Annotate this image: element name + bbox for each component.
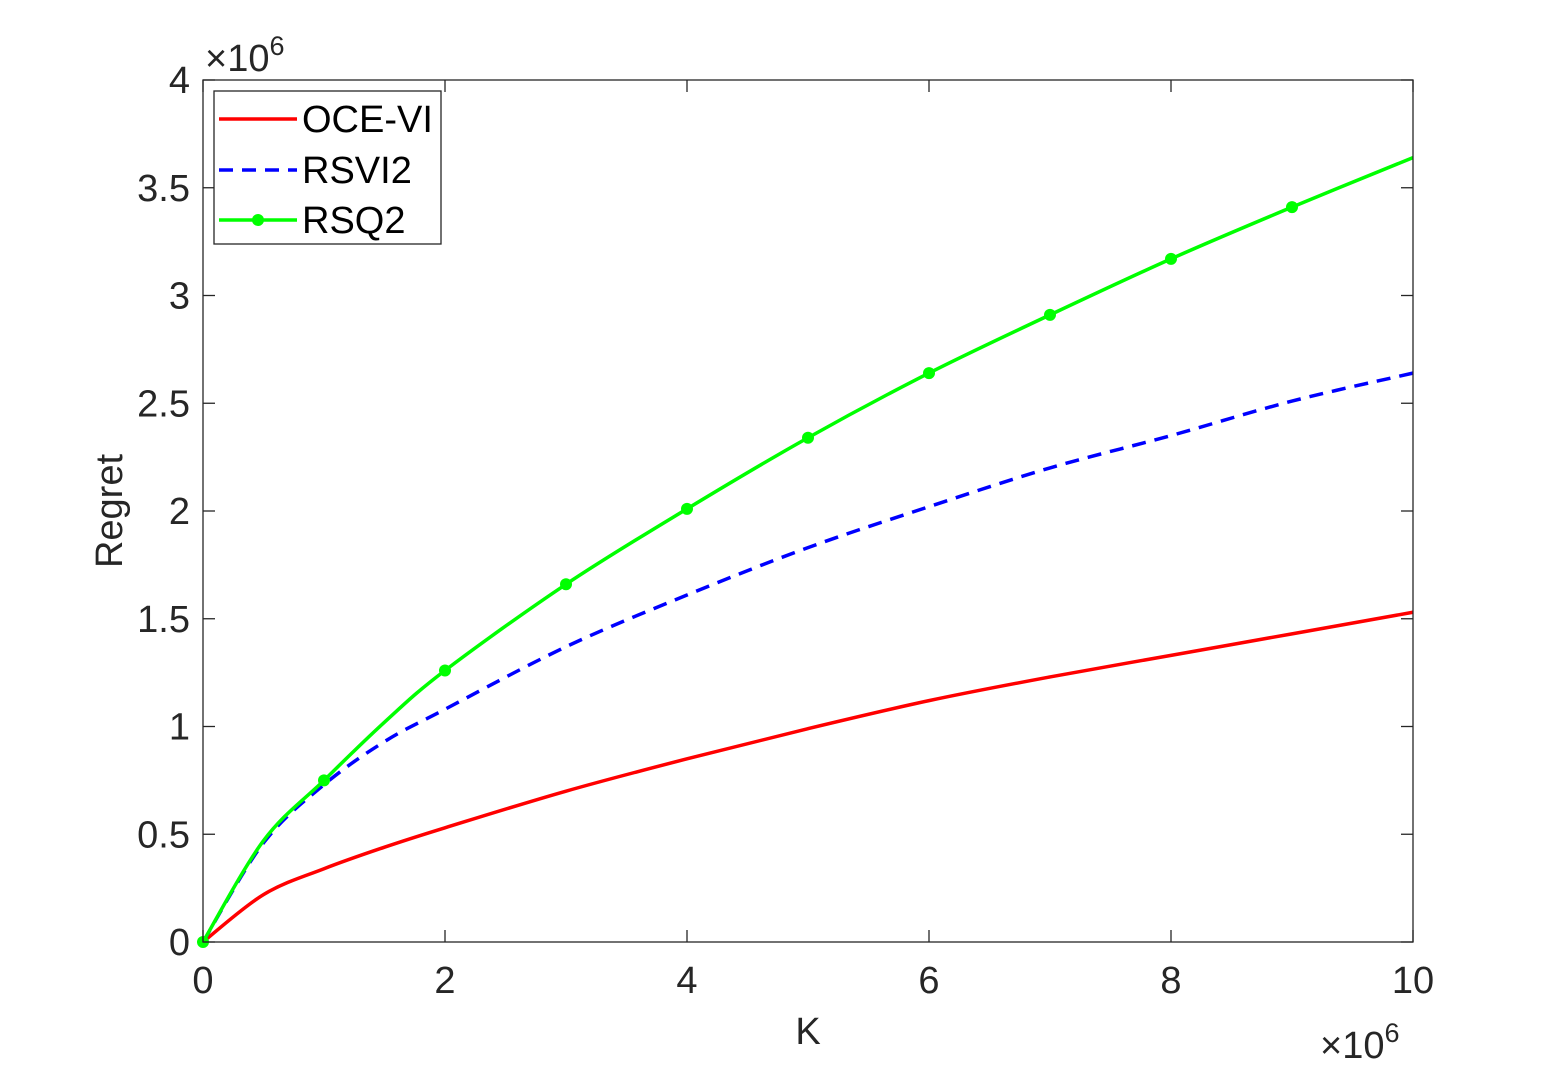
y-tick-label: 2.5 <box>137 383 190 425</box>
series-marker-rsq2 <box>923 367 935 380</box>
y-tick-label: 4 <box>169 60 190 102</box>
series-marker-rsq2 <box>1044 308 1056 321</box>
y-tick-label: 3 <box>169 276 190 318</box>
legend-label-oce-vi: OCE-VI <box>302 99 433 141</box>
y-tick-label: 2 <box>169 491 190 533</box>
series-marker-rsq2 <box>802 431 814 444</box>
y-tick-label: 1 <box>169 707 190 749</box>
y-tick-label: 0 <box>169 922 190 964</box>
series-marker-rsq2 <box>318 774 330 787</box>
legend-label-rsq2: RSQ2 <box>302 200 405 242</box>
plot-frame <box>202 79 1414 943</box>
y-axis-label: Regret <box>89 454 131 568</box>
x-tick-label: 4 <box>676 960 697 1002</box>
x-axis-label: K <box>795 1011 820 1053</box>
y-exponent-base: ×10 <box>205 38 269 80</box>
legend-marker-rsq2 <box>252 214 264 226</box>
x-tick-label: 10 <box>1392 960 1434 1002</box>
x-tick-label: 0 <box>192 960 213 1002</box>
x-tick-label: 8 <box>1160 960 1181 1002</box>
y-tick-label: 3.5 <box>137 168 190 210</box>
y-exponent-power: 6 <box>269 31 284 61</box>
x-exponent-base: ×10 <box>1320 1025 1384 1066</box>
x-tick-label: 2 <box>434 960 455 1002</box>
x-exponent-label: ×106 <box>1320 1018 1400 1066</box>
y-tick-label: 1.5 <box>137 599 190 641</box>
x-tick-label: 6 <box>918 960 939 1002</box>
x-exponent-power: 6 <box>1384 1018 1399 1048</box>
series-marker-rsq2 <box>1165 252 1177 265</box>
series-line-rsvi2 <box>201 371 1414 943</box>
legend-label-rsvi2: RSVI2 <box>302 150 412 192</box>
y-exponent-label: ×106 <box>205 31 285 80</box>
series-marker-rsq2 <box>1286 201 1298 214</box>
tick-label-layer: 0 2 4 6 8 10 0 0.5 1 1.5 2 2.5 3 3.5 4 <box>137 60 1434 1002</box>
series-line-oce-vi <box>201 610 1414 944</box>
series-layer <box>197 155 1414 948</box>
series-marker-rsq2 <box>439 664 451 677</box>
y-tick-label: 0.5 <box>137 814 190 856</box>
series-marker-rsq2 <box>560 578 572 591</box>
legend: OCE-VI RSVI2 RSQ2 <box>213 90 442 245</box>
series-marker-rsq2 <box>681 502 693 515</box>
